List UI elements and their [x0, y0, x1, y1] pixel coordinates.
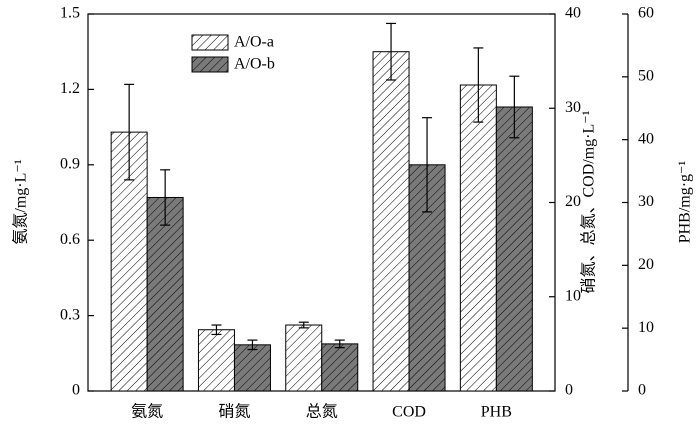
bar-hatch	[460, 85, 497, 392]
x-tick-label: 总氮	[306, 403, 338, 421]
legend-label: A/O-a	[234, 34, 274, 51]
y2-tick-label: 0	[565, 382, 573, 399]
y3-axis-label: PHB/mg·g⁻¹	[677, 161, 694, 244]
x-tick-label: COD	[392, 404, 426, 421]
bar-hatch	[285, 325, 322, 391]
y3-tick-label: 60	[638, 5, 654, 22]
y-tick-label: 1.2	[60, 80, 80, 97]
y-tick-label: 0.3	[60, 306, 80, 323]
bar-hatch	[147, 197, 184, 391]
y3-tick-label: 40	[638, 130, 654, 147]
y3-tick-label: 50	[638, 68, 654, 85]
legend-hatch	[192, 57, 228, 72]
legend-label: A/O-b	[234, 56, 275, 73]
bar-hatch	[234, 344, 271, 391]
x-tick-label: PHB	[481, 404, 512, 421]
y3-tick-label: 0	[638, 382, 646, 399]
y3-tick-label: 30	[638, 193, 654, 210]
y2-tick-label: 20	[565, 193, 581, 210]
bar-hatch	[321, 343, 358, 391]
y2-tick-label: 30	[565, 99, 581, 116]
legend-hatch	[192, 35, 228, 50]
x-tick-label: 氨氮	[131, 403, 163, 421]
y2-axis-label: 硝氮、总氮、COD/mg·L⁻¹	[580, 110, 598, 293]
y3-tick-label: 20	[638, 256, 654, 273]
y-axis-label: 氨氮/mg·L⁻¹	[12, 159, 30, 244]
y-tick-label: 0.9	[60, 155, 80, 172]
y-tick-label: 0.6	[60, 231, 80, 248]
y-tick-label: 1.5	[60, 5, 80, 22]
y2-tick-label: 40	[565, 5, 581, 22]
y2-tick-label: 10	[565, 287, 581, 304]
bar-hatch	[373, 51, 410, 391]
y3-tick-label: 10	[638, 319, 654, 336]
x-tick-label: 硝氮	[218, 403, 250, 421]
bar-hatch	[198, 329, 235, 391]
y-tick-label: 0	[72, 382, 80, 399]
bar-hatch	[496, 106, 533, 391]
